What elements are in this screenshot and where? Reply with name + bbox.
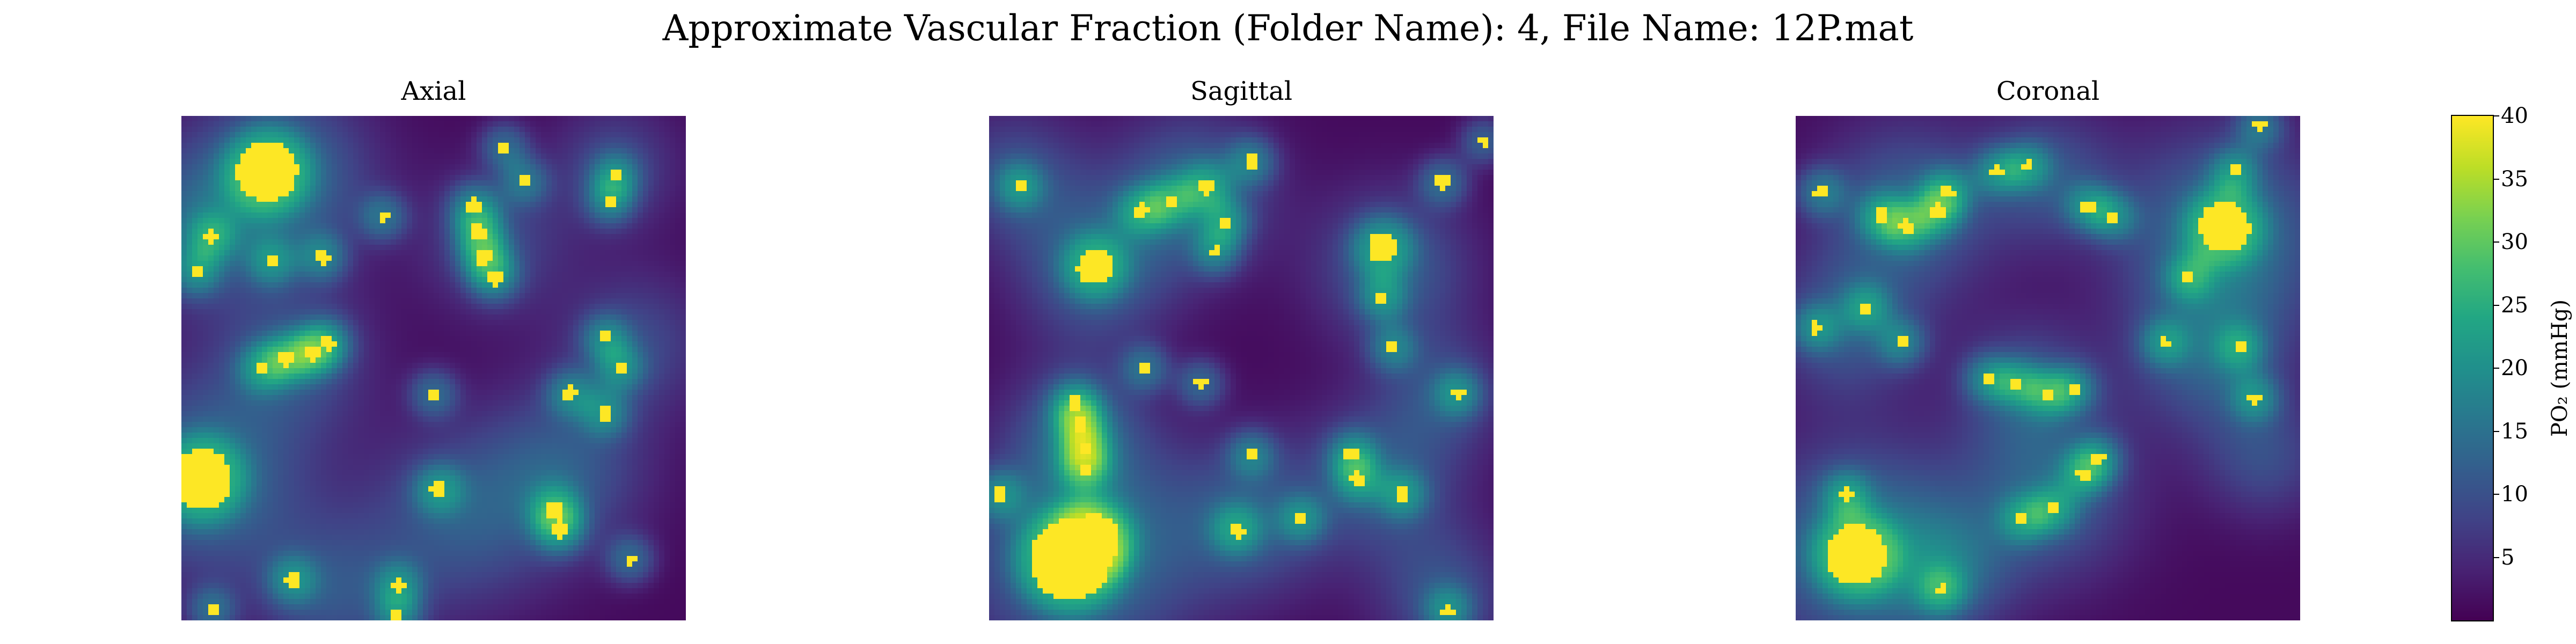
panel-title-sagittal: Sagittal	[1190, 76, 1293, 106]
colorbar-tick-mark	[2493, 304, 2499, 306]
colorbar-tick-mark	[2493, 115, 2499, 116]
sagittal-heatmap	[989, 116, 1494, 620]
colorbar-label: PO₂ (mmHg)	[2548, 299, 2572, 437]
colorbar-tick-mark	[2493, 557, 2499, 558]
colorbar-tick-label: 40	[2501, 104, 2528, 128]
colorbar-tick-label: 30	[2501, 230, 2528, 254]
colorbar-tick-label: 15	[2501, 419, 2528, 444]
axial-heatmap	[181, 116, 686, 620]
coronal-heatmap	[1796, 116, 2300, 620]
colorbar	[2451, 115, 2494, 621]
colorbar-tick-label: 5	[2501, 545, 2515, 570]
colorbar-tick-mark	[2493, 368, 2499, 369]
colorbar-tick-mark	[2493, 178, 2499, 180]
colorbar-tick-mark	[2493, 494, 2499, 495]
colorbar-tick-label: 20	[2501, 356, 2528, 380]
panel-title-axial: Axial	[401, 76, 466, 106]
colorbar-tick-label: 10	[2501, 482, 2528, 507]
figure-title: Approximate Vascular Fraction (Folder Na…	[662, 8, 1914, 49]
colorbar-tick-label: 25	[2501, 292, 2528, 318]
panel-title-coronal: Coronal	[1996, 76, 2100, 106]
colorbar-tick-mark	[2493, 241, 2499, 243]
colorbar-tick-label: 35	[2501, 166, 2528, 192]
colorbar-tick-mark	[2493, 430, 2499, 432]
